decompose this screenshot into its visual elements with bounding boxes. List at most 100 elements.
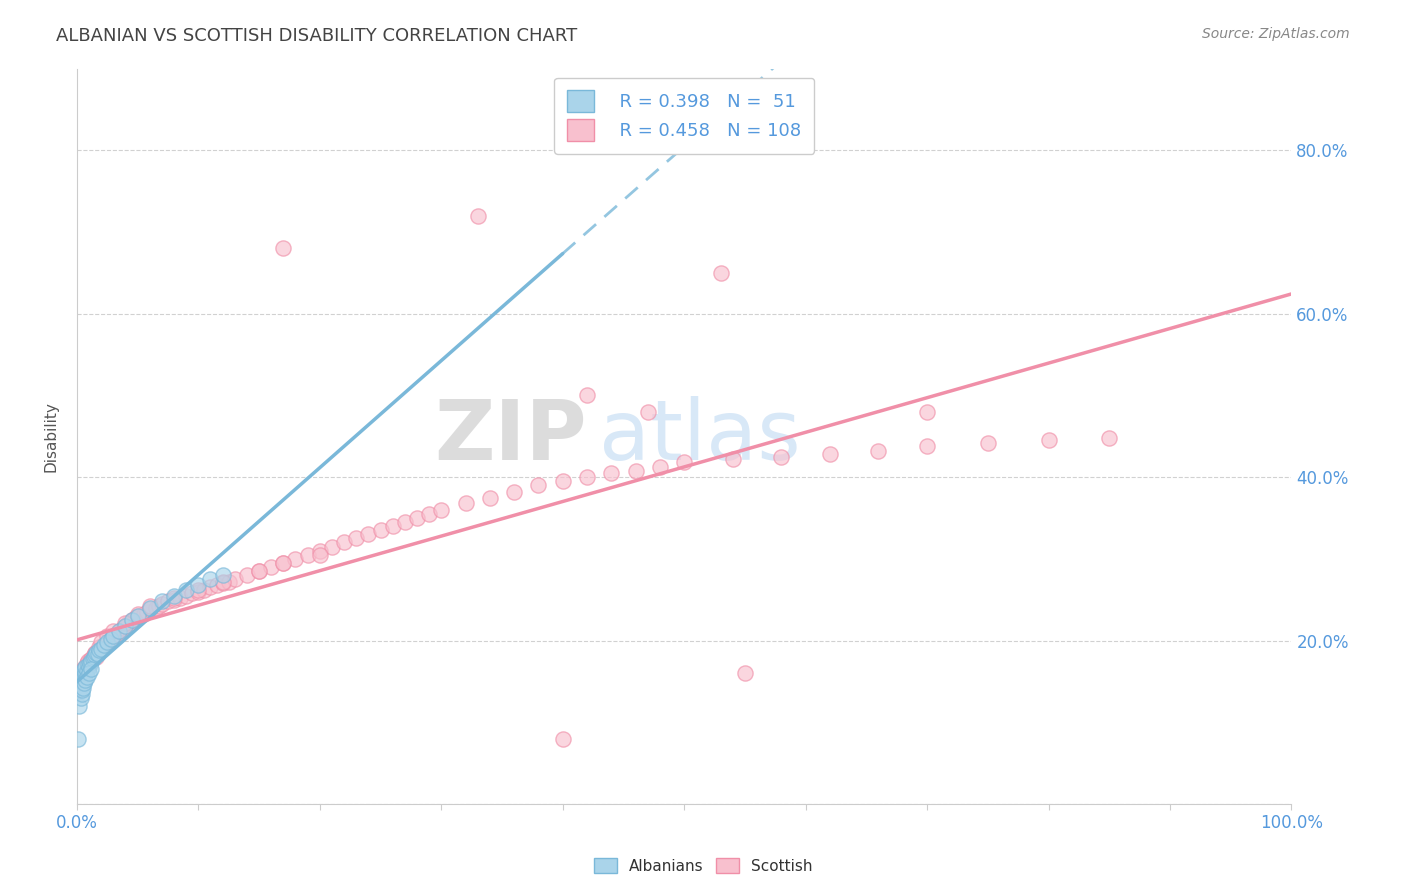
Point (80, 662, 103, 676)
Point (127, 609, 149, 624)
Point (73, 665, 96, 679)
Point (90, 635, 112, 649)
Point (915, 405, 938, 419)
Point (205, 578, 228, 592)
Point (70, 673, 93, 687)
Point (84, 646, 107, 660)
Point (648, 460, 671, 475)
Point (236, 568, 259, 582)
Point (211, 576, 233, 591)
Point (84, 646, 107, 660)
Point (96, 635, 118, 649)
Point (72, 665, 94, 679)
Point (70, 674, 93, 689)
Point (637, 405, 659, 419)
Point (308, 548, 330, 562)
Point (86, 648, 108, 662)
Point (1098, 431, 1121, 445)
Point (333, 535, 356, 549)
Point (260, 560, 283, 574)
Point (93, 638, 115, 652)
Point (72, 668, 94, 682)
Point (770, 450, 793, 464)
Point (96, 630, 118, 644)
Point (77, 659, 100, 673)
Text: ALBANIAN VS SCOTTISH DISABILITY CORRELATION CHART: ALBANIAN VS SCOTTISH DISABILITY CORRELAT… (56, 27, 578, 45)
Point (67, 682, 90, 697)
Text: ZIP: ZIP (434, 396, 586, 476)
Point (200, 572, 222, 586)
Point (169, 591, 191, 605)
Point (136, 605, 159, 619)
Point (273, 556, 295, 570)
Point (721, 452, 744, 467)
Point (381, 519, 404, 533)
Point (200, 581, 222, 595)
Point (70, 668, 93, 682)
Point (187, 584, 209, 599)
Point (163, 589, 186, 603)
Point (100, 632, 122, 646)
Point (90, 640, 112, 654)
Point (70, 682, 93, 697)
Point (308, 543, 330, 558)
Point (67, 682, 90, 697)
Point (84, 648, 107, 663)
Point (77, 666, 100, 681)
Point (87, 640, 110, 654)
Point (75, 673, 97, 687)
Point (84, 646, 107, 660)
Point (187, 578, 209, 592)
Point (551, 731, 574, 746)
Point (406, 511, 429, 525)
Point (673, 455, 696, 469)
Point (67, 674, 90, 689)
Point (127, 609, 149, 624)
Point (117, 615, 139, 630)
Point (139, 600, 162, 615)
Point (467, 209, 489, 223)
Point (108, 624, 131, 638)
Point (174, 589, 197, 603)
Point (108, 624, 131, 638)
Point (103, 630, 125, 644)
Point (67, 670, 90, 684)
Point (273, 241, 295, 255)
Point (67, 681, 90, 695)
Point (79, 657, 101, 671)
Point (211, 568, 233, 582)
Point (80, 651, 103, 665)
Point (818, 447, 841, 461)
Point (72, 681, 94, 695)
Point (187, 582, 209, 597)
Point (478, 491, 501, 505)
Text: Source: ZipAtlas.com: Source: ZipAtlas.com (1202, 27, 1350, 41)
Point (82, 651, 104, 665)
Point (76, 654, 98, 668)
Point (551, 474, 574, 488)
Point (76, 670, 98, 684)
Point (454, 496, 477, 510)
Point (527, 478, 550, 492)
Point (247, 564, 270, 578)
Point (76, 658, 98, 673)
Point (77, 657, 100, 671)
Point (69, 670, 91, 684)
Point (103, 630, 125, 644)
Point (357, 527, 380, 541)
Point (87, 643, 110, 657)
Point (430, 503, 453, 517)
Point (297, 548, 319, 562)
Legend:   R = 0.398   N =  51,   R = 0.458   N = 108: R = 0.398 N = 51, R = 0.458 N = 108 (554, 78, 814, 154)
Point (73, 662, 96, 676)
Point (114, 615, 136, 630)
Point (73, 665, 96, 679)
Point (69, 676, 91, 690)
Point (67, 678, 90, 692)
Point (87, 643, 110, 657)
Point (114, 619, 136, 633)
Point (111, 621, 134, 635)
Point (84, 649, 107, 664)
Point (121, 613, 143, 627)
Point (150, 594, 173, 608)
